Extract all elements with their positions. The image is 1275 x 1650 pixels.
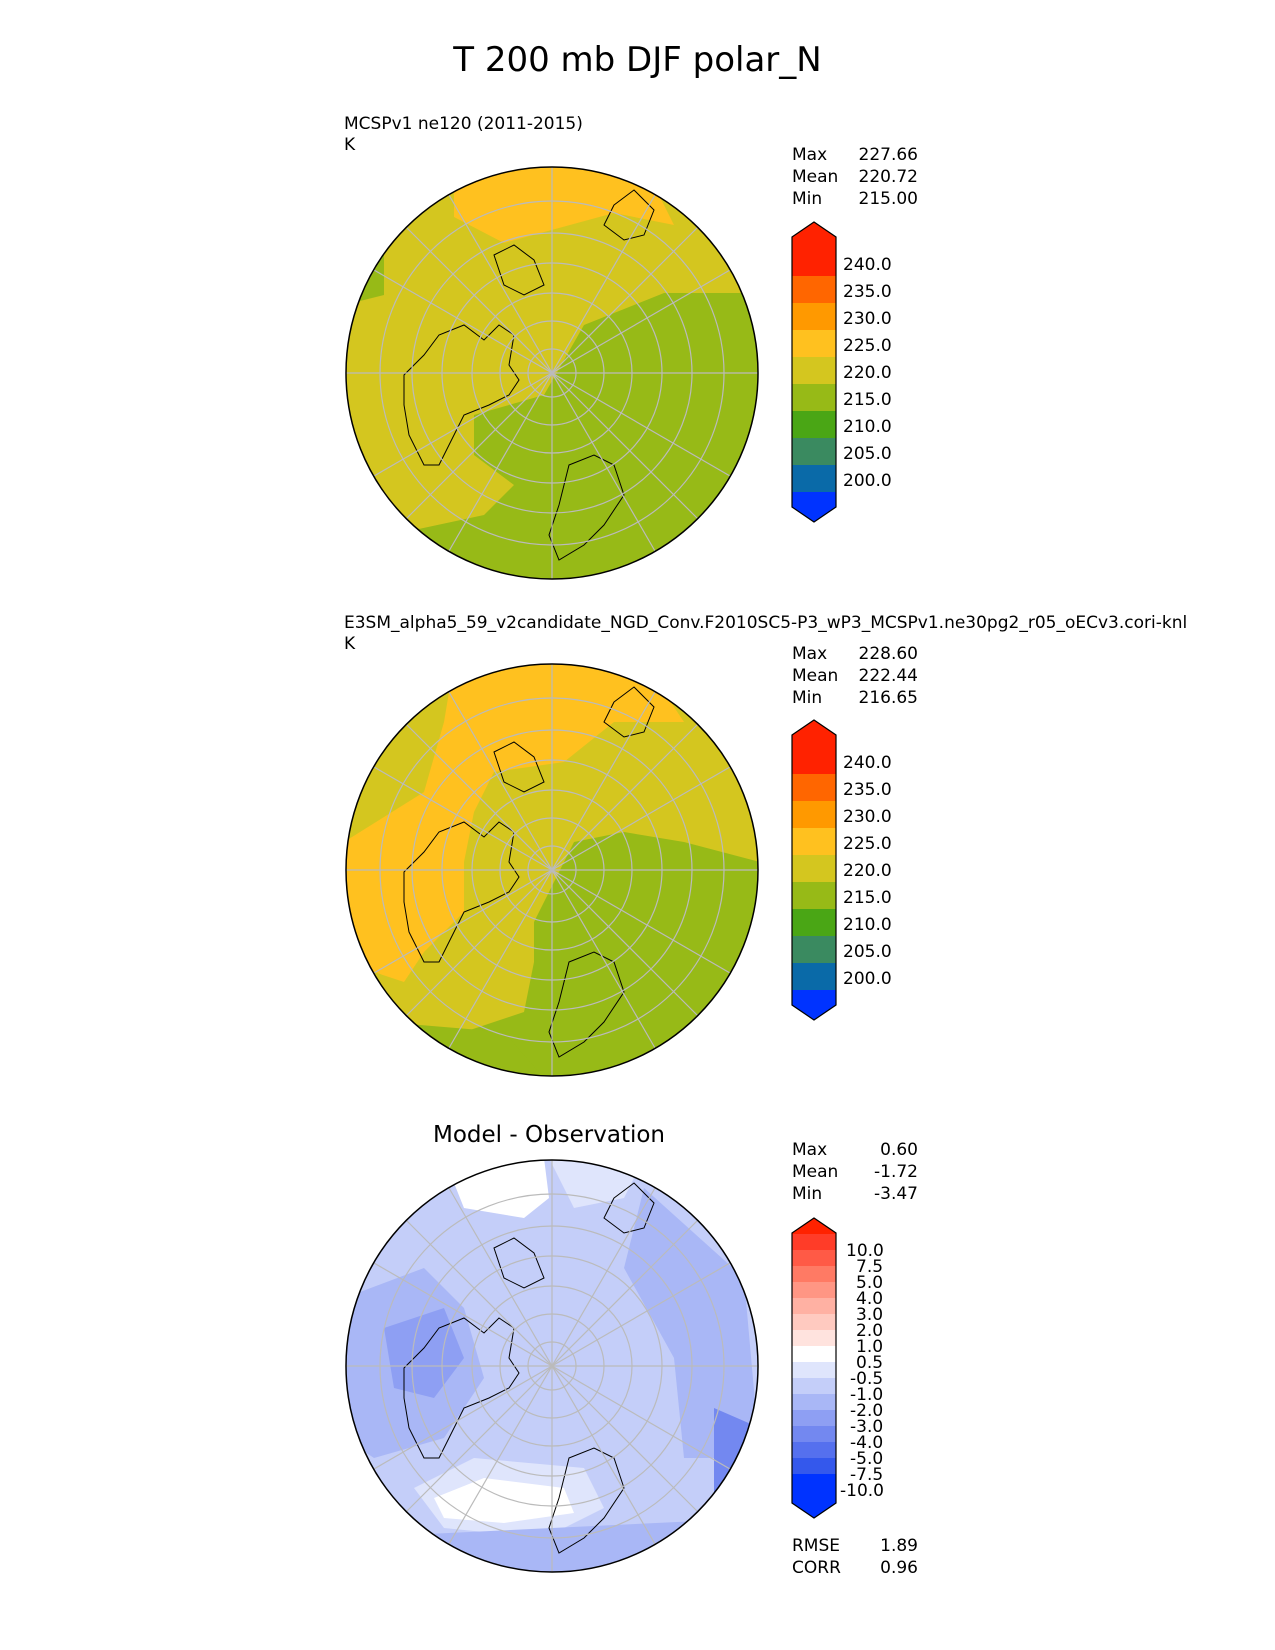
panel-3-graticule [346, 1160, 758, 1572]
panel-1-map [345, 166, 759, 580]
panel-3-metrics: RMSE 1.89 CORR 0.96 [792, 1536, 918, 1578]
panel-3-stats: Max 0.60 Mean -1.72 Min -3.47 [792, 1140, 918, 1204]
figure-title: T 200 mb DJF polar_N [453, 40, 822, 80]
panel-2-map-boundary [345, 663, 759, 1077]
panel-3-colorbar [791, 1217, 837, 1519]
panel-2-units: K [344, 634, 356, 654]
panel-2-graticule [346, 664, 758, 1076]
panel-1-graticule [346, 167, 758, 579]
panel-1-stats: Max 227.66 Mean 220.72 Min 215.00 [792, 145, 918, 209]
panel-1-coastlines [403, 189, 655, 561]
panel-2-model-name: E3SM_alpha5_59_v2candidate_NGD_Conv.F201… [344, 613, 1188, 633]
panel-1-colorbar [791, 221, 837, 523]
panel-2-colorbar [791, 719, 837, 1021]
panel-3-title: Model - Observation [432, 1122, 666, 1148]
panel-1-map-boundary [345, 166, 759, 580]
panel-2-stats: Max 228.60 Mean 222.44 Min 216.65 [792, 644, 918, 708]
panel-1-model-name: MCSPv1 ne120 (2011-2015) [344, 114, 583, 134]
panel-2-map [345, 663, 759, 1077]
panel-3-map-boundary [345, 1159, 759, 1573]
panel-2-label: E3SM_alpha5_59_v2candidate_NGD_Conv.F201… [344, 613, 1187, 655]
panel-1-units: K [344, 135, 356, 155]
panel-2-coastlines [403, 686, 655, 1058]
panel-3-map [345, 1159, 759, 1573]
panel-3-coastlines [403, 1182, 655, 1554]
panel-1-label: MCSPv1 ne120 (2011-2015) K [344, 114, 583, 156]
